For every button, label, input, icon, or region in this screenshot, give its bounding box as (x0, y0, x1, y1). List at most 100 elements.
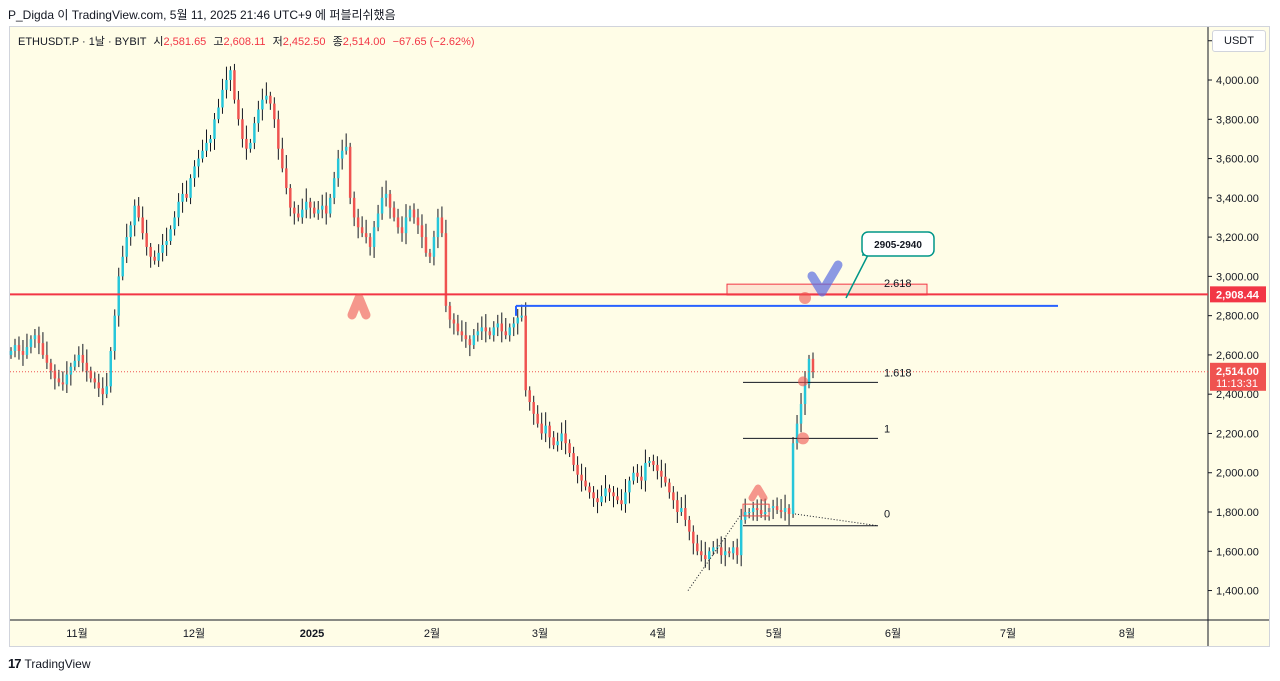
candle-body (739, 519, 743, 556)
candle-body (197, 158, 200, 167)
candle-body (137, 205, 140, 218)
candle-body (755, 508, 759, 511)
chart-area[interactable] (9, 26, 1270, 647)
candle-body (237, 99, 240, 120)
candle-body (85, 362, 89, 371)
candle-body (735, 547, 739, 556)
fib-level-label: 0 (884, 509, 890, 521)
candle-body (145, 233, 148, 247)
fib-trend-line (687, 515, 741, 591)
candle-body (61, 382, 65, 385)
candle-body (97, 382, 101, 389)
candle-body (301, 209, 304, 218)
y-tick-label: 3,400.00 (1216, 193, 1259, 205)
candle-body (253, 123, 256, 143)
candle-body (660, 470, 663, 477)
candle-body (556, 441, 559, 446)
candle-body (265, 95, 268, 100)
candle-body (376, 213, 380, 228)
candle-body (185, 193, 188, 198)
candle-body (779, 510, 783, 513)
candle-body (552, 437, 555, 446)
y-tick-label: 2,600.00 (1216, 350, 1259, 362)
marker-circle-icon (798, 376, 808, 387)
candle-body (692, 531, 695, 544)
candle-body (704, 555, 707, 560)
candle-body (293, 207, 296, 214)
candle-body (787, 508, 791, 514)
candle-body (472, 335, 476, 346)
candle-body (269, 95, 272, 104)
candle-body (600, 496, 603, 503)
candle-body (516, 317, 519, 324)
candle-body (811, 358, 815, 372)
x-tick-label: 8월 (1119, 627, 1135, 640)
candle-body (771, 506, 775, 509)
candle-body (277, 119, 280, 149)
candle-body (512, 323, 515, 328)
candle-body (77, 354, 81, 361)
candle-body (249, 142, 252, 149)
candle-body (460, 331, 464, 336)
candle-body (165, 241, 168, 245)
close-label: 종 (332, 36, 343, 48)
candle-body (500, 323, 504, 332)
candle-body (783, 508, 787, 513)
fib-level-label: 2.618 (884, 278, 912, 290)
candle-body (452, 319, 456, 324)
tradingview-footer[interactable]: 17 TradingView (8, 656, 91, 671)
candle-body (436, 217, 440, 238)
close-value: 2,514.00 (342, 36, 386, 48)
candle-body (468, 339, 472, 346)
candle-body (656, 464, 659, 471)
candle-body (392, 207, 396, 218)
high-label: 고 (213, 36, 224, 48)
candle-body (305, 201, 308, 210)
candle-body (444, 233, 448, 306)
candle-body (424, 237, 428, 253)
tradingview-brand: TradingView (24, 656, 91, 671)
resistance-price-label: 2,908.44 (1216, 289, 1260, 301)
y-tick-label: 1,400.00 (1216, 586, 1259, 598)
candle-body (560, 433, 563, 442)
candle-body (65, 374, 69, 385)
candle-body (712, 547, 715, 552)
candle-body (476, 331, 480, 336)
candle-body (89, 370, 93, 379)
candle-body (540, 423, 543, 434)
candle-body (803, 384, 807, 405)
candle-body (69, 366, 73, 375)
candle-body (388, 193, 392, 208)
ohlc-header: ETHUSDT.P · 1날 · BYBIT 시2,581.65 고2,608.… (18, 33, 475, 49)
y-tick-label: 1,800.00 (1216, 507, 1259, 519)
candle-body (340, 150, 344, 159)
candle-body (53, 370, 57, 379)
currency-unit-button[interactable]: USDT (1212, 30, 1266, 52)
candle-body (404, 217, 408, 234)
candle-body (309, 201, 312, 208)
candle-body (364, 233, 368, 238)
candle-body (161, 244, 164, 253)
x-tick-label: 11월 (66, 627, 88, 640)
candle-body (795, 423, 799, 444)
candle-body (21, 350, 25, 355)
candle-body (37, 335, 41, 344)
candle-body (281, 148, 284, 169)
candle-body (420, 225, 424, 238)
candle-body (775, 506, 779, 511)
candle-body (648, 460, 651, 463)
candle-body (624, 492, 627, 505)
candle-body (588, 486, 591, 493)
candle-body (688, 519, 691, 532)
candle-body (432, 237, 436, 257)
candle-body (428, 252, 432, 257)
symbol-label[interactable]: ETHUSDT.P · 1날 · BYBIT (18, 36, 147, 48)
candle-body (241, 119, 244, 139)
candle-body (807, 358, 811, 385)
last-price-label: 2,514.00 (1216, 366, 1259, 378)
candle-body (616, 496, 619, 501)
candle-body (596, 498, 599, 503)
candle-body (177, 201, 180, 218)
candle-body (316, 209, 320, 214)
